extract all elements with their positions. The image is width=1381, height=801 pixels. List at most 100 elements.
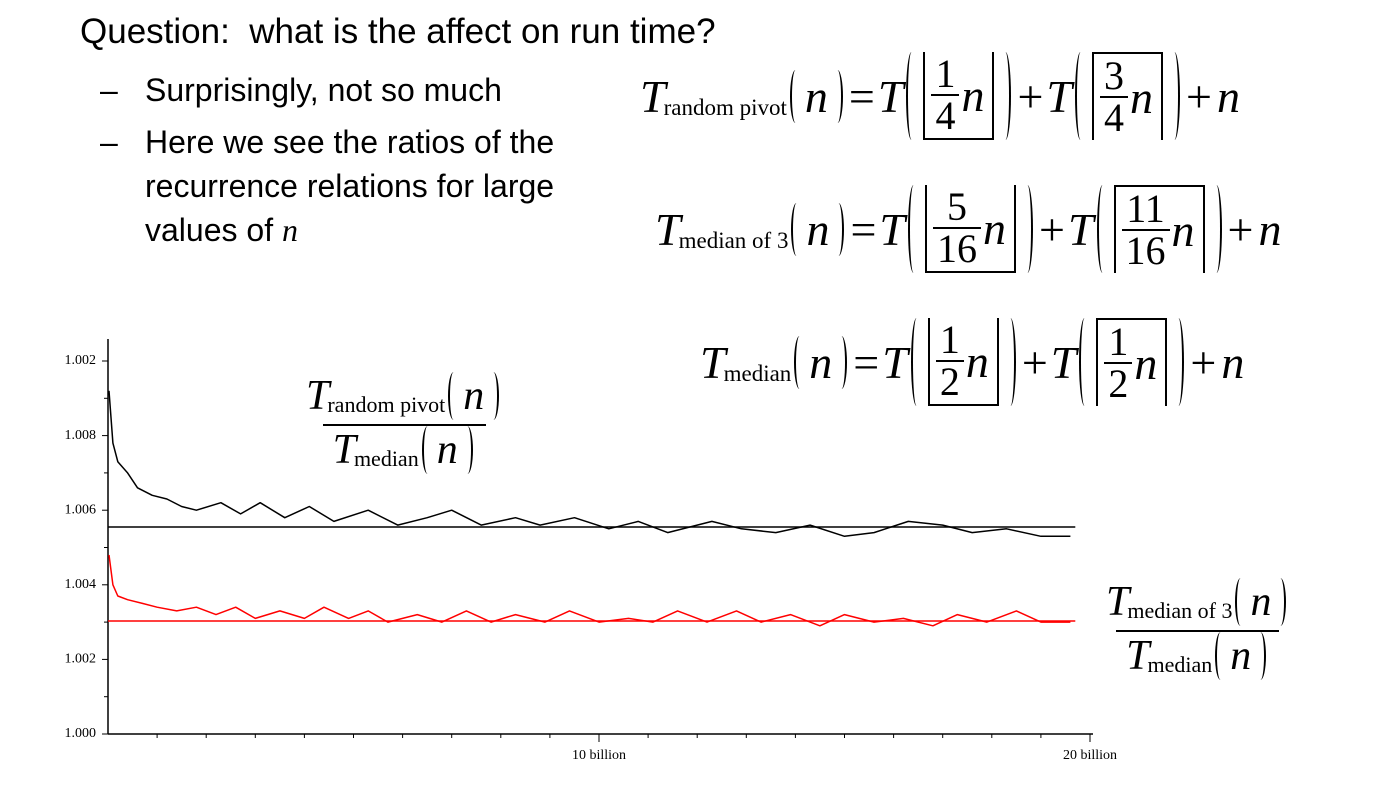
slide-title: Question: what is the affect on run time… bbox=[80, 12, 716, 51]
numerator: 1 bbox=[1108, 319, 1129, 364]
math-variable: n bbox=[281, 212, 298, 248]
function-name: T bbox=[655, 203, 681, 255]
parentheses: n bbox=[794, 335, 848, 389]
left-paren bbox=[1074, 52, 1086, 140]
subscript: median of 3 bbox=[678, 227, 789, 253]
argument: n bbox=[463, 373, 485, 419]
equals: = bbox=[850, 203, 877, 255]
left-paren bbox=[1215, 632, 1226, 680]
variable: n bbox=[1221, 336, 1245, 388]
right-paren bbox=[1169, 52, 1180, 140]
bullet-text-run: Here we see the ratios of the recurrence… bbox=[145, 124, 555, 248]
right-paren bbox=[462, 426, 473, 474]
y-tick-label: 1.004 bbox=[65, 577, 97, 592]
argument: n bbox=[804, 70, 828, 122]
left-paren bbox=[1079, 318, 1090, 406]
paren-content: n bbox=[804, 203, 831, 256]
y-tick-label: 1.002 bbox=[65, 353, 97, 368]
subscript: random pivot bbox=[327, 392, 446, 417]
plus: + bbox=[1185, 70, 1212, 122]
argument: n bbox=[809, 336, 833, 388]
x-tick-label: 20 billion bbox=[1063, 748, 1117, 763]
series-line bbox=[108, 554, 1071, 627]
subscript: median bbox=[353, 446, 419, 471]
argument: n bbox=[806, 203, 830, 255]
plus: + bbox=[1190, 336, 1217, 388]
argument: n bbox=[436, 427, 458, 473]
subscript: median bbox=[723, 360, 792, 386]
variable: n bbox=[1129, 71, 1153, 123]
numerator: 5 bbox=[947, 184, 967, 229]
left-paren bbox=[791, 202, 802, 256]
parentheses: n bbox=[421, 426, 473, 474]
plus: + bbox=[1017, 70, 1044, 122]
ceil-bracket: 11 16 n bbox=[1113, 185, 1205, 273]
numerator: 11 bbox=[1126, 186, 1165, 231]
right-paren bbox=[833, 202, 845, 256]
paren-content: n bbox=[435, 426, 460, 474]
left-paren bbox=[906, 52, 917, 140]
variable: n bbox=[1171, 204, 1195, 256]
bullet: – Surprisingly, not so much bbox=[100, 68, 620, 112]
denominator: 2 bbox=[1104, 362, 1133, 404]
bullet-text: Here we see the ratios of the recurrence… bbox=[145, 120, 620, 252]
left-paren bbox=[910, 318, 922, 406]
equals: = bbox=[853, 336, 880, 388]
numerator: 1 bbox=[935, 51, 956, 96]
function-name: T bbox=[877, 70, 904, 122]
function-name: T bbox=[700, 336, 726, 388]
paren-content: n bbox=[461, 372, 486, 420]
right-paren bbox=[832, 69, 843, 123]
denominator: 4 bbox=[1099, 96, 1128, 138]
paren-content: 11 16 n bbox=[1110, 185, 1209, 273]
bullet-marker: – bbox=[100, 124, 118, 160]
left-paren bbox=[908, 185, 919, 273]
plus: + bbox=[1021, 336, 1048, 388]
parentheses: n bbox=[1235, 578, 1287, 626]
function-name: T bbox=[306, 373, 330, 419]
subscript: median bbox=[1147, 652, 1213, 677]
bullet-text-run: Surprisingly, not so much bbox=[145, 72, 502, 108]
x-tick-label: 10 billion bbox=[572, 748, 626, 763]
numerator: 1 bbox=[939, 317, 960, 362]
denominator: 16 bbox=[1121, 229, 1170, 271]
variable: n bbox=[1258, 203, 1282, 255]
right-paren bbox=[1022, 185, 1033, 273]
y-tick-label: 1.008 bbox=[65, 428, 97, 443]
numerator: 3 bbox=[1103, 53, 1124, 98]
function-name: T bbox=[1046, 70, 1072, 122]
plus: + bbox=[1039, 203, 1065, 255]
right-paren bbox=[1275, 578, 1287, 626]
denominator: 16 bbox=[933, 227, 981, 269]
left-paren bbox=[421, 426, 433, 474]
paren-content: 5 16 n bbox=[921, 185, 1020, 273]
floor-bracket: 5 16 n bbox=[925, 185, 1016, 273]
parentheses: n bbox=[791, 202, 845, 256]
y-tick-label: 1.002 bbox=[65, 652, 97, 667]
series-line bbox=[108, 390, 1071, 538]
parentheses: n bbox=[789, 69, 843, 123]
paren-content: n bbox=[1228, 632, 1253, 680]
right-paren bbox=[488, 372, 500, 420]
